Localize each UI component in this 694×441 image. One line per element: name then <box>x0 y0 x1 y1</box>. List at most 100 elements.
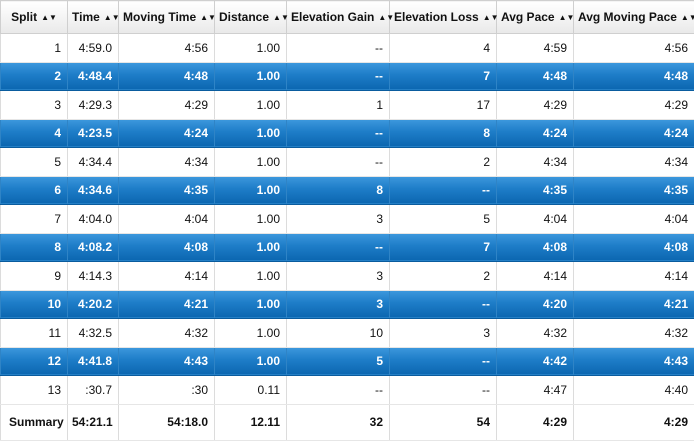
cell-avg-moving-pace: 4:14 <box>574 262 694 291</box>
cell-elevation-loss: 5 <box>390 205 497 234</box>
cell-elevation-gain: 8 <box>287 176 390 205</box>
cell-avg-moving-pace: 4:24 <box>574 119 694 148</box>
column-header-label: Avg Moving Pace <box>578 10 677 24</box>
column-header-label: Distance <box>219 10 269 24</box>
column-header-moving-time[interactable]: Moving Time▲▼ <box>119 1 215 34</box>
cell-avg-pace: 4:48 <box>497 62 574 91</box>
cell-elevation-loss: 4 <box>390 34 497 63</box>
column-header-distance[interactable]: Distance ▲▼ <box>215 1 287 34</box>
cell-elevation-gain: -- <box>287 119 390 148</box>
cell-split: 3 <box>1 91 68 120</box>
cell-elevation-loss: -- <box>390 176 497 205</box>
cell-split: 13 <box>1 376 68 405</box>
column-header-label: Time <box>72 10 100 24</box>
cell-moving-time: 4:32 <box>119 319 215 348</box>
summary-cell-avg-moving-pace: 4:29 <box>574 404 694 440</box>
cell-moving-time: 4:48 <box>119 62 215 91</box>
sort-arrows-icon: ▲▼ <box>41 13 57 22</box>
column-header-split[interactable]: Split▲▼ <box>1 1 68 34</box>
cell-distance: 0.11 <box>215 376 287 405</box>
cell-split: 2 <box>1 62 68 91</box>
cell-elevation-loss: 7 <box>390 233 497 262</box>
summary-cell-elevation-gain: 32 <box>287 404 390 440</box>
cell-elevation-gain: 3 <box>287 205 390 234</box>
cell-distance: 1.00 <box>215 176 287 205</box>
summary-cell-time: 54:21.1 <box>68 404 119 440</box>
cell-moving-time: 4:56 <box>119 34 215 63</box>
cell-split: 1 <box>1 34 68 63</box>
cell-split: 9 <box>1 262 68 291</box>
sort-arrows-icon: ▲▼ <box>681 13 694 22</box>
sort-arrows-icon: ▲▼ <box>104 13 120 22</box>
cell-split: 10 <box>1 290 68 319</box>
cell-distance: 1.00 <box>215 148 287 177</box>
cell-avg-pace: 4:34 <box>497 148 574 177</box>
column-header-avg-pace[interactable]: Avg Pace▲▼ <box>497 1 574 34</box>
cell-distance: 1.00 <box>215 34 287 63</box>
cell-distance: 1.00 <box>215 205 287 234</box>
cell-avg-moving-pace: 4:04 <box>574 205 694 234</box>
cell-avg-pace: 4:24 <box>497 119 574 148</box>
column-header-elevation-loss[interactable]: Elevation Loss▲▼ <box>390 1 497 34</box>
cell-avg-moving-pace: 4:08 <box>574 233 694 262</box>
cell-time: 4:32.5 <box>68 319 119 348</box>
sort-arrows-icon: ▲▼ <box>559 13 575 22</box>
cell-split: 5 <box>1 148 68 177</box>
cell-elevation-gain: -- <box>287 62 390 91</box>
cell-avg-moving-pace: 4:56 <box>574 34 694 63</box>
cell-avg-pace: 4:47 <box>497 376 574 405</box>
summary-cell-moving-time: 54:18.0 <box>119 404 215 440</box>
column-header-elevation-gain[interactable]: Elevation Gain▲▼ <box>287 1 390 34</box>
cell-elevation-loss: 17 <box>390 91 497 120</box>
cell-elevation-gain: 5 <box>287 347 390 376</box>
cell-elevation-loss: 3 <box>390 319 497 348</box>
cell-elevation-gain: -- <box>287 148 390 177</box>
cell-elevation-gain: 3 <box>287 262 390 291</box>
cell-avg-pace: 4:20 <box>497 290 574 319</box>
cell-elevation-loss: -- <box>390 347 497 376</box>
cell-distance: 1.00 <box>215 290 287 319</box>
summary-row: Summary 54:21.1 54:18.0 12.11 32 54 4:29… <box>1 404 694 440</box>
sort-arrows-icon: ▲▼ <box>273 13 289 22</box>
cell-split: 8 <box>1 233 68 262</box>
cell-elevation-loss: -- <box>390 290 497 319</box>
cell-elevation-gain: -- <box>287 34 390 63</box>
cell-avg-moving-pace: 4:43 <box>574 347 694 376</box>
cell-elevation-loss: 2 <box>390 262 497 291</box>
cell-time: 4:23.5 <box>68 119 119 148</box>
summary-label: Summary <box>1 404 68 440</box>
cell-distance: 1.00 <box>215 319 287 348</box>
cell-elevation-gain: 1 <box>287 91 390 120</box>
cell-time: 4:59.0 <box>68 34 119 63</box>
cell-elevation-gain: 10 <box>287 319 390 348</box>
cell-elevation-loss: 8 <box>390 119 497 148</box>
cell-moving-time: 4:34 <box>119 148 215 177</box>
cell-time: :30.7 <box>68 376 119 405</box>
sort-arrows-icon: ▲▼ <box>378 13 394 22</box>
cell-time: 4:34.6 <box>68 176 119 205</box>
column-header-avg-moving-pace[interactable]: Avg Moving Pace ▲▼ <box>574 1 694 34</box>
cell-avg-moving-pace: 4:40 <box>574 376 694 405</box>
column-header-label: Elevation Gain <box>291 10 374 24</box>
cell-distance: 1.00 <box>215 62 287 91</box>
table-header-row: Split▲▼ Time▲▼ Moving Time▲▼ Distance▲▼ … <box>1 1 694 34</box>
cell-avg-moving-pace: 4:34 <box>574 148 694 177</box>
column-header-time[interactable]: Time ▲▼ <box>68 1 119 34</box>
cell-moving-time: 4:43 <box>119 347 215 376</box>
cell-time: 4:14.3 <box>68 262 119 291</box>
